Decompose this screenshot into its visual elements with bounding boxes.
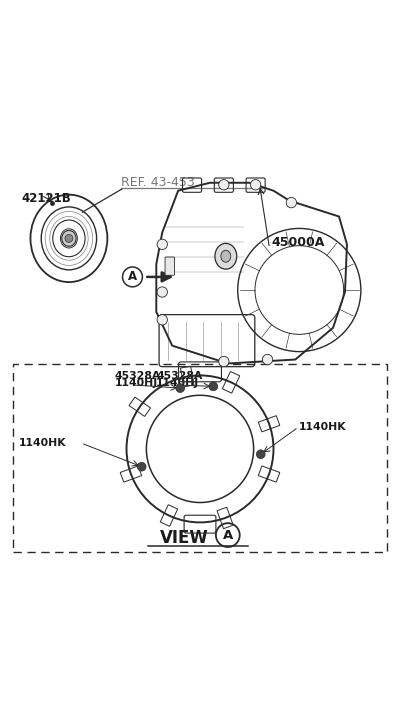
- Text: 45328A: 45328A: [114, 371, 161, 381]
- Text: 1140HK: 1140HK: [19, 438, 67, 448]
- Bar: [13, 364, 387, 553]
- Circle shape: [262, 354, 273, 365]
- Circle shape: [157, 315, 168, 325]
- Circle shape: [65, 234, 73, 242]
- Ellipse shape: [62, 230, 76, 246]
- Circle shape: [250, 180, 261, 190]
- Text: A: A: [223, 529, 233, 542]
- FancyBboxPatch shape: [165, 257, 174, 276]
- Text: 1140HJ: 1140HJ: [114, 378, 158, 388]
- Text: 1140HJ: 1140HJ: [156, 378, 200, 388]
- Ellipse shape: [215, 244, 237, 269]
- Text: 45328A: 45328A: [156, 371, 202, 381]
- Text: REF. 43-453: REF. 43-453: [120, 176, 194, 189]
- Text: VIEW: VIEW: [160, 529, 209, 547]
- Circle shape: [176, 384, 185, 393]
- Circle shape: [256, 450, 265, 459]
- Text: A: A: [128, 270, 137, 284]
- Circle shape: [219, 356, 229, 366]
- Circle shape: [219, 180, 229, 190]
- Circle shape: [209, 382, 218, 390]
- Text: 45000A: 45000A: [272, 236, 325, 249]
- Circle shape: [137, 462, 146, 471]
- Text: 1140HK: 1140HK: [299, 422, 347, 432]
- Text: 42121B: 42121B: [21, 192, 71, 205]
- Ellipse shape: [221, 250, 231, 262]
- Circle shape: [286, 198, 296, 208]
- Circle shape: [157, 239, 168, 249]
- Circle shape: [157, 287, 168, 297]
